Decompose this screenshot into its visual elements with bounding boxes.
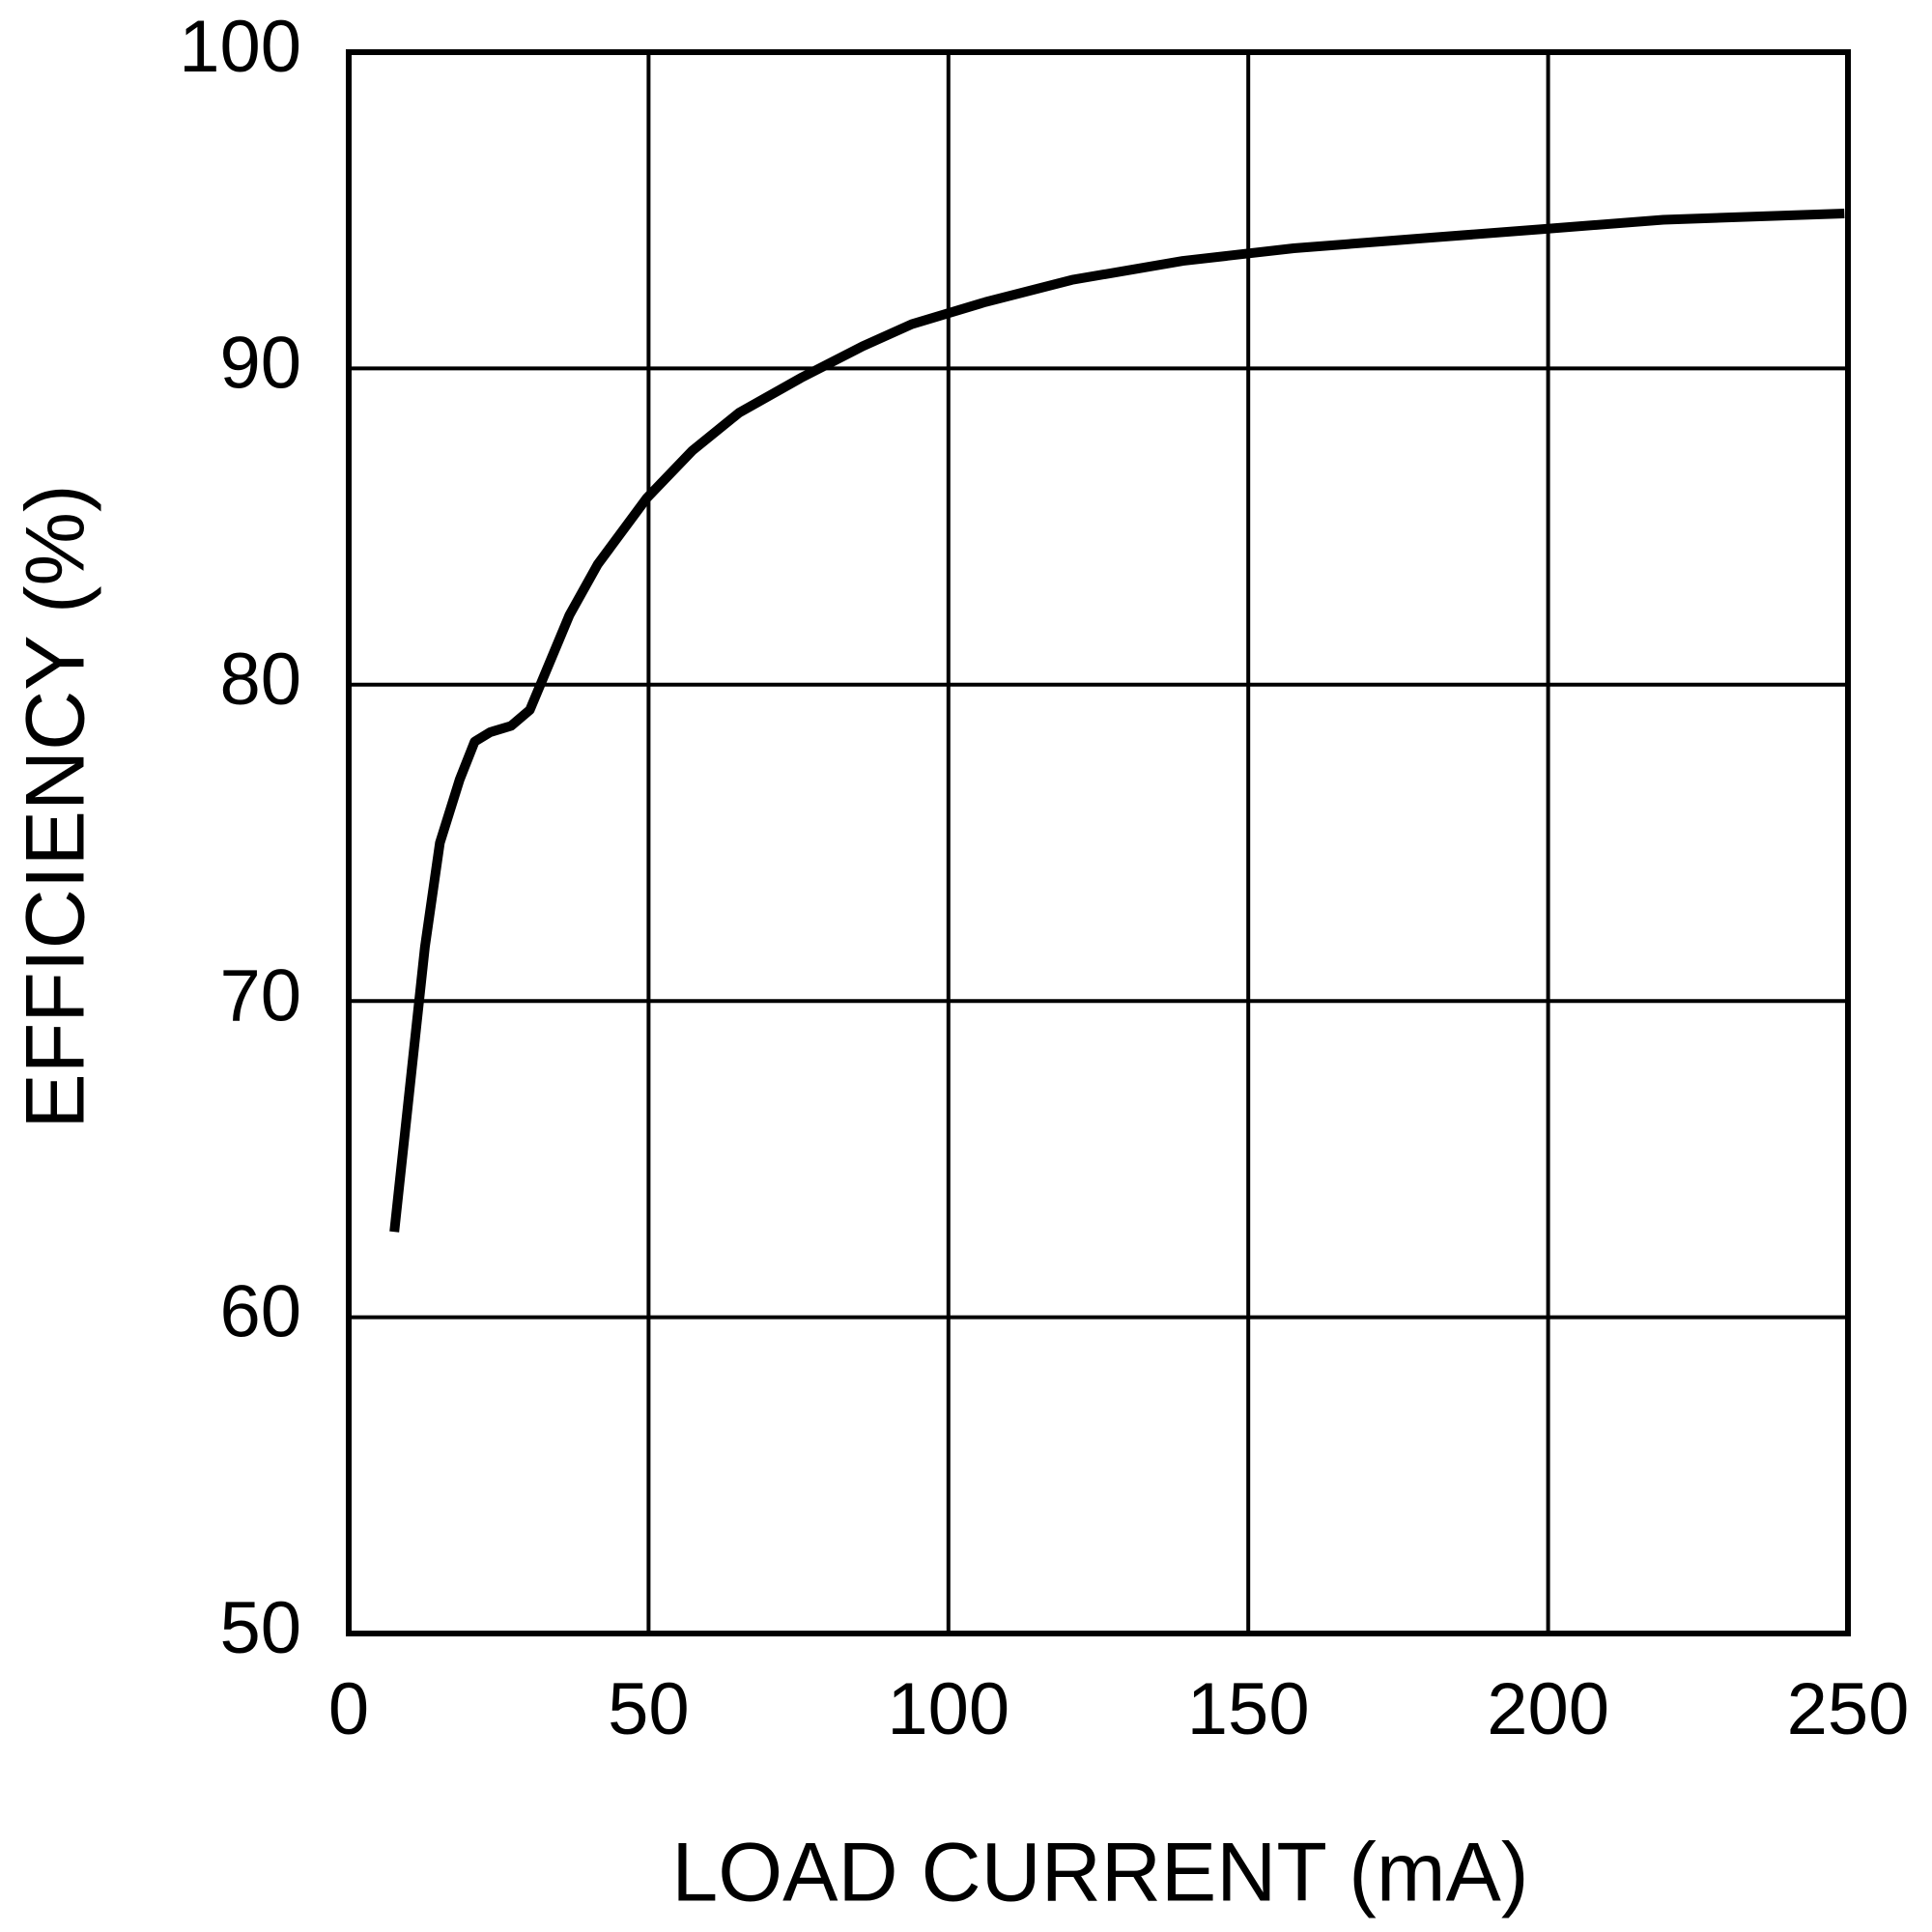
x-tick-label: 150 bbox=[1187, 1668, 1310, 1750]
y-axis-title: EFFICIENCY (%) bbox=[10, 484, 102, 1128]
x-tick-label: 0 bbox=[328, 1668, 369, 1750]
y-tick-label: 80 bbox=[219, 639, 301, 721]
y-tick-label: 100 bbox=[179, 6, 301, 88]
y-tick-label: 60 bbox=[219, 1271, 301, 1353]
y-tick-label: 50 bbox=[219, 1587, 301, 1669]
y-tick-label: 70 bbox=[219, 954, 301, 1037]
x-tick-label: 100 bbox=[887, 1668, 1009, 1750]
x-tick-label: 50 bbox=[608, 1668, 690, 1750]
x-tick-label: 200 bbox=[1487, 1668, 1609, 1750]
x-tick-label: 250 bbox=[1787, 1668, 1910, 1750]
y-tick-label: 90 bbox=[219, 322, 301, 404]
plot-frame bbox=[346, 49, 1851, 1636]
data-line bbox=[389, 208, 1845, 1233]
x-axis-title: LOAD CURRENT (mA) bbox=[671, 1827, 1528, 1919]
